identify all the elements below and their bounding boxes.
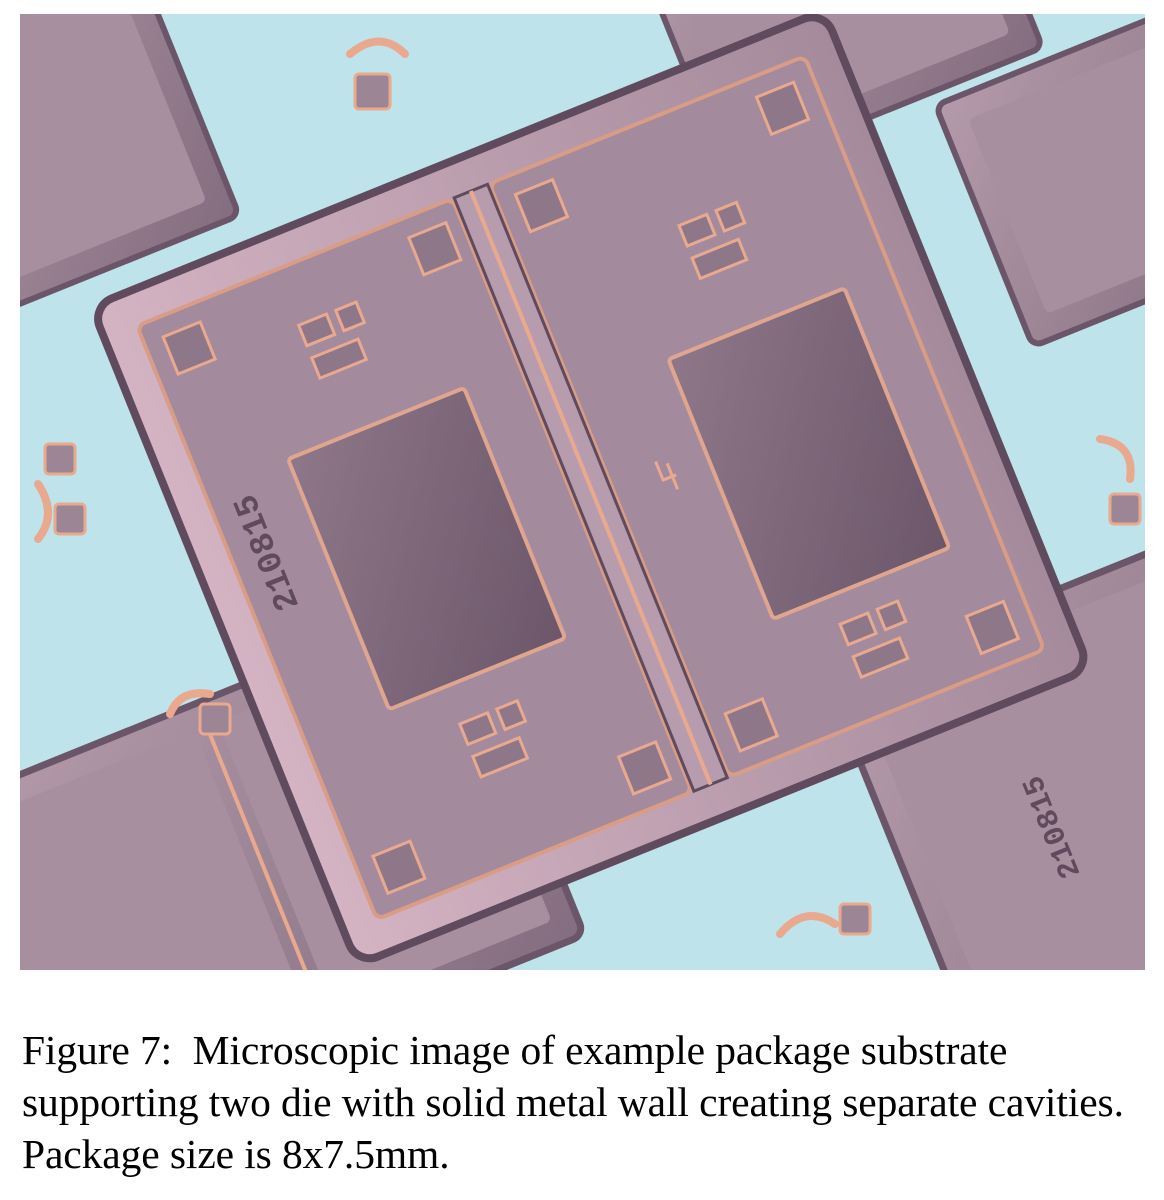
left-bond-pads [161,220,673,896]
die-left [287,387,567,711]
fiducial-mark [654,460,680,490]
substrate-pads [43,72,1142,936]
figure-caption: Figure 7: Microscopic image of example p… [22,1024,1142,1180]
die-right [667,287,951,620]
package-substrate-photo: 210815 210815 [20,14,1145,970]
figure-caption-text: Microscopic image of example package sub… [22,1027,1124,1177]
main-package: 210815 [94,14,1088,963]
right-bond-pads [513,80,1021,753]
figure-image: 210815 210815 [20,14,1145,970]
figure-caption-label: Figure 7: [22,1027,193,1073]
copper-trace-hooks [34,37,1135,938]
neighbor-package-right [935,14,1145,347]
neighbor-package-top-left [20,14,240,328]
